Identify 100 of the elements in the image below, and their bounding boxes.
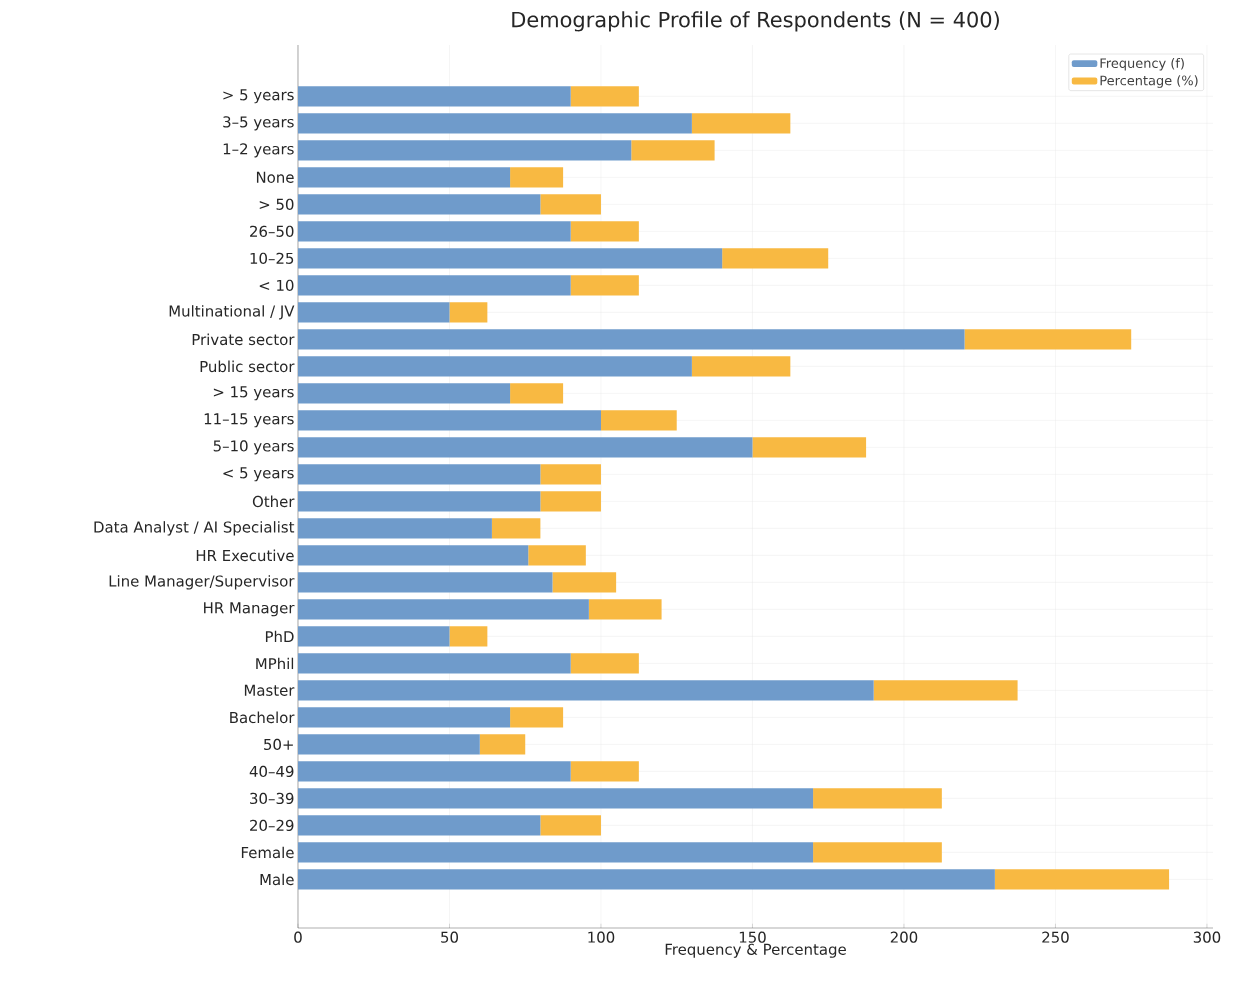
bar — [570, 653, 639, 674]
y-tick-label: 3–5 years — [223, 116, 294, 131]
x-axis-title: Frequency & Percentage — [665, 943, 846, 958]
y-tick-label: MPhil — [256, 657, 294, 670]
bar — [479, 734, 526, 755]
bar — [813, 788, 942, 809]
y-tick-label: HR Executive — [196, 549, 294, 562]
bar — [298, 113, 692, 134]
bar — [600, 410, 677, 431]
bar — [298, 383, 511, 404]
y-tick-label: PhD — [265, 630, 294, 643]
bar — [813, 842, 942, 863]
bar — [528, 545, 586, 566]
bar — [691, 113, 791, 134]
bar — [588, 599, 662, 620]
y-tick-label: Other — [252, 495, 295, 508]
y-tick-label: Master — [244, 684, 295, 696]
bar — [298, 680, 874, 701]
y-tick-label: Public sector — [200, 360, 295, 373]
bar — [510, 383, 564, 404]
y-tick-label: Line Manager/Supervisor — [109, 575, 295, 590]
bar — [570, 275, 639, 296]
bar — [298, 167, 511, 188]
y-tick-label: 5–10 years — [213, 440, 294, 455]
bar — [752, 437, 867, 458]
bar — [298, 464, 541, 485]
bar — [298, 599, 589, 620]
bar — [298, 761, 571, 782]
y-tick-label: Private sector — [192, 333, 295, 346]
y-tick-label: Female — [241, 846, 294, 859]
bar — [491, 518, 541, 539]
y-tick-label: < 10 — [259, 279, 294, 291]
bar — [449, 302, 488, 323]
bar — [298, 302, 450, 323]
y-tick-label: 11–15 years — [204, 413, 294, 428]
bar — [298, 221, 571, 242]
x-tick-label: 100 — [588, 931, 615, 943]
y-tick-label: 26–50 — [250, 225, 294, 237]
bar — [298, 248, 723, 269]
y-tick-label: Data Analyst / AI Specialist — [94, 521, 295, 536]
bar — [873, 680, 1018, 701]
bar — [298, 356, 692, 377]
bar — [298, 815, 541, 836]
bar — [298, 140, 632, 161]
bar — [631, 140, 715, 161]
legend-label: Frequency (f) — [1100, 58, 1184, 71]
bar — [691, 356, 791, 377]
bar — [570, 761, 639, 782]
bar — [540, 464, 601, 485]
y-tick-label: < 5 years — [223, 467, 294, 482]
y-tick-label: Male — [260, 873, 294, 886]
y-tick-label: > 50 — [259, 198, 294, 210]
bar — [298, 194, 541, 215]
y-tick-label: 40–49 — [249, 765, 294, 778]
y-tick-label: Bachelor — [230, 711, 295, 724]
bar — [298, 842, 814, 863]
y-tick-label: 10–25 — [250, 252, 294, 264]
chart-title: Demographic Profile of Respondents (N = 400) — [512, 11, 999, 32]
bar — [510, 707, 564, 728]
y-tick-label: Multinational / JV — [169, 305, 295, 320]
bar — [722, 248, 829, 269]
bar — [298, 734, 480, 755]
bar — [298, 788, 814, 809]
y-tick-label: None — [256, 171, 294, 183]
bar — [964, 329, 1132, 350]
bar — [298, 329, 965, 350]
y-tick-label: HR Manager — [204, 602, 295, 617]
bar — [540, 815, 601, 836]
x-tick-label: 150 — [739, 931, 766, 943]
x-tick-label: 0 — [294, 931, 302, 943]
bar — [298, 437, 753, 458]
bar — [510, 167, 564, 188]
y-tick-label: > 15 years — [213, 386, 294, 401]
bar — [540, 194, 601, 215]
bar — [540, 491, 601, 512]
bar — [298, 653, 571, 674]
bar — [298, 707, 511, 728]
x-tick-label: 250 — [1042, 931, 1069, 943]
x-tick-label: 300 — [1193, 931, 1221, 943]
bar — [298, 626, 450, 647]
bar — [552, 572, 617, 593]
bar — [570, 86, 639, 107]
bar — [298, 545, 529, 566]
x-tick-label: 200 — [890, 931, 918, 943]
y-tick-label: 50+ — [264, 738, 293, 751]
x-tick-label: 50 — [441, 931, 458, 943]
bar — [994, 869, 1170, 890]
bar — [298, 491, 541, 512]
bar — [298, 869, 995, 890]
y-tick-label: > 5 years — [223, 89, 294, 104]
bar — [570, 221, 639, 242]
bar — [298, 572, 553, 593]
bar — [298, 410, 601, 431]
bar — [449, 626, 488, 647]
y-tick-label: 30–39 — [250, 792, 294, 805]
y-tick-label: 1–2 years — [223, 143, 294, 158]
legend-label: Percentage (%) — [1100, 75, 1198, 88]
bar — [298, 86, 571, 107]
bar — [298, 518, 492, 539]
bar — [298, 275, 571, 296]
